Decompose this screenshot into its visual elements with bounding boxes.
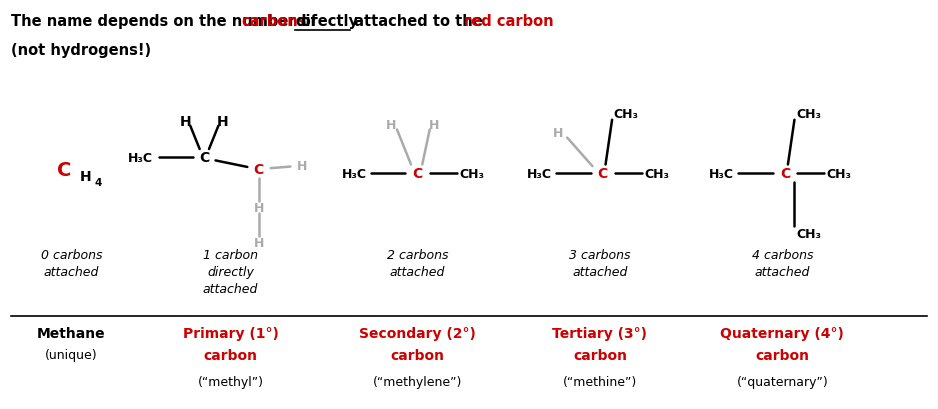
Text: (“methyl”): (“methyl”) <box>198 375 264 389</box>
Text: CH₃: CH₃ <box>613 108 639 120</box>
Text: H: H <box>552 127 563 140</box>
Text: 2 carbons
attached: 2 carbons attached <box>386 248 448 279</box>
Text: C: C <box>598 167 608 181</box>
Text: H₃C: H₃C <box>129 151 153 164</box>
Text: carbons: carbons <box>241 14 307 29</box>
Text: carbon: carbon <box>573 348 627 362</box>
Text: C: C <box>199 151 209 165</box>
Text: CH₃: CH₃ <box>796 108 821 120</box>
Text: 1 carbon
directly
attached: 1 carbon directly attached <box>203 248 258 295</box>
Text: carbon: carbon <box>755 348 809 362</box>
Text: H₃C: H₃C <box>341 168 367 180</box>
Text: attached to the: attached to the <box>349 14 488 29</box>
Text: C: C <box>57 160 71 180</box>
Text: H₃C: H₃C <box>709 168 734 180</box>
Text: Secondary (2°): Secondary (2°) <box>359 326 476 340</box>
Text: H: H <box>386 119 397 132</box>
Text: H: H <box>180 114 191 128</box>
Text: H: H <box>253 201 264 214</box>
Text: (unique): (unique) <box>45 348 98 361</box>
Text: CH₃: CH₃ <box>796 228 821 240</box>
Text: C: C <box>253 163 264 177</box>
Text: Quaternary (4°): Quaternary (4°) <box>720 326 844 340</box>
Text: CH₃: CH₃ <box>644 168 670 180</box>
Text: 4: 4 <box>94 177 101 187</box>
Text: Tertiary (3°): Tertiary (3°) <box>552 326 647 340</box>
Text: 3 carbons
attached: 3 carbons attached <box>569 248 630 279</box>
Text: red carbon: red carbon <box>463 14 553 29</box>
Text: H: H <box>430 119 440 132</box>
Text: directly: directly <box>295 14 358 29</box>
Text: CH₃: CH₃ <box>460 168 484 180</box>
Text: carbon: carbon <box>204 348 258 362</box>
Text: 0 carbons
attached: 0 carbons attached <box>40 248 102 279</box>
Text: H₃C: H₃C <box>526 168 552 180</box>
Text: (“methine”): (“methine”) <box>563 375 637 389</box>
Text: (“quaternary”): (“quaternary”) <box>736 375 828 389</box>
Text: Methane: Methane <box>38 326 106 340</box>
Text: (“methylene”): (“methylene”) <box>373 375 462 389</box>
Text: H: H <box>80 170 91 184</box>
Text: Primary (1°): Primary (1°) <box>183 326 279 340</box>
Text: carbon: carbon <box>390 348 445 362</box>
Text: (not hydrogens!): (not hydrogens!) <box>11 43 151 58</box>
Text: CH₃: CH₃ <box>827 168 852 180</box>
Text: C: C <box>413 167 423 181</box>
Text: H: H <box>253 237 264 249</box>
Text: 4 carbons
attached: 4 carbons attached <box>751 248 813 279</box>
Text: C: C <box>780 167 790 181</box>
Text: H: H <box>297 160 308 172</box>
Text: The name depends on the number of: The name depends on the number of <box>11 14 323 29</box>
Text: H: H <box>218 114 229 128</box>
